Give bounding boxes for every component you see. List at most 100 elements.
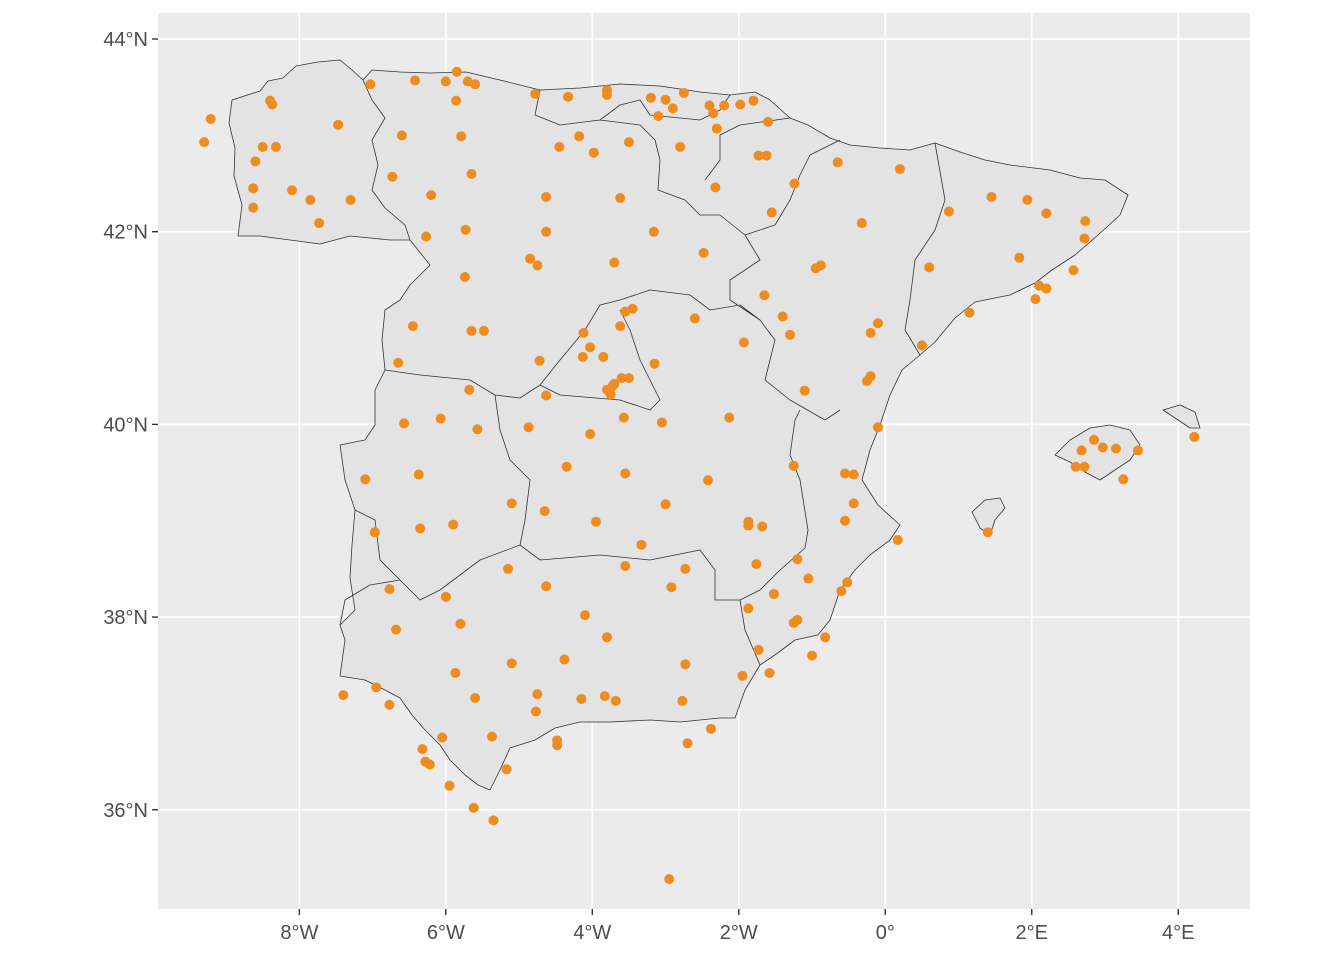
station-point-66	[1068, 265, 1079, 276]
station-point-144	[839, 515, 850, 526]
station-point-116	[724, 412, 735, 423]
station-point-201	[1132, 445, 1143, 456]
station-point-70	[964, 307, 975, 318]
station-point-113	[609, 378, 620, 389]
station-point-8	[270, 141, 281, 152]
station-point-190	[417, 744, 428, 755]
station-point-163	[440, 591, 451, 602]
station-point-57	[894, 164, 905, 175]
station-point-160	[503, 563, 514, 574]
station-point-55	[789, 178, 800, 189]
station-point-106	[577, 351, 588, 362]
station-point-83	[872, 422, 883, 433]
station-point-132	[660, 499, 671, 510]
station-point-69	[1030, 294, 1041, 305]
y-tick-label-4: 44°N	[103, 29, 148, 51]
station-point-134	[636, 539, 647, 550]
station-point-104	[464, 384, 475, 395]
station-point-202	[1079, 461, 1090, 472]
station-point-206	[982, 527, 993, 538]
station-point-188	[501, 764, 512, 775]
station-point-126	[448, 519, 459, 530]
station-point-27	[667, 103, 678, 114]
x-tick-label-5: 2°E	[1016, 922, 1048, 944]
station-point-0	[199, 137, 210, 148]
station-point-156	[753, 644, 764, 655]
station-point-32	[719, 100, 730, 111]
x-tick-label-2: 4°W	[573, 922, 611, 944]
land-regions	[228, 59, 1201, 791]
station-point-102	[466, 325, 477, 336]
station-point-4	[248, 202, 259, 213]
station-point-164	[455, 618, 466, 629]
station-point-5	[257, 141, 268, 152]
station-point-139	[757, 521, 768, 532]
station-point-73	[810, 263, 821, 274]
station-point-162	[384, 584, 395, 595]
station-point-10	[365, 79, 376, 90]
station-point-151	[807, 650, 818, 661]
station-point-172	[450, 667, 461, 678]
station-point-124	[369, 527, 380, 538]
station-point-99	[738, 337, 749, 348]
station-point-118	[435, 413, 446, 424]
station-point-121	[585, 429, 596, 440]
station-point-165	[391, 624, 402, 635]
station-point-133	[590, 516, 601, 527]
station-point-94	[578, 327, 589, 338]
station-point-74	[872, 318, 883, 329]
station-point-177	[532, 689, 543, 700]
station-point-59	[943, 206, 954, 217]
station-point-111	[616, 373, 627, 384]
station-point-195	[488, 815, 499, 826]
station-point-197	[1076, 445, 1087, 456]
station-point-44	[710, 182, 721, 193]
station-point-136	[620, 561, 631, 572]
station-point-14	[314, 218, 325, 229]
station-point-127	[506, 498, 517, 509]
station-point-145	[892, 535, 903, 546]
station-point-199	[1097, 442, 1108, 453]
station-point-155	[743, 603, 754, 614]
station-point-205	[1189, 431, 1200, 442]
station-point-26	[660, 94, 671, 105]
station-point-58	[856, 218, 867, 229]
station-point-42	[753, 150, 764, 161]
y-tick-label-1: 38°N	[103, 607, 148, 629]
station-point-29	[653, 111, 664, 122]
station-point-62	[1041, 208, 1052, 219]
station-point-76	[916, 340, 927, 351]
station-point-86	[459, 271, 470, 282]
station-point-101	[393, 357, 404, 368]
station-point-150	[820, 632, 831, 643]
station-point-81	[785, 329, 796, 340]
station-point-63	[1080, 216, 1091, 227]
station-point-196	[664, 874, 675, 885]
region-menorca	[1162, 404, 1201, 429]
station-point-49	[466, 168, 477, 179]
station-point-107	[598, 351, 609, 362]
station-point-179	[576, 693, 587, 704]
station-point-189	[437, 732, 448, 743]
station-point-203	[1070, 461, 1081, 472]
station-point-12	[305, 194, 316, 205]
station-point-115	[656, 417, 667, 428]
station-point-47	[387, 171, 398, 182]
station-point-182	[677, 695, 688, 706]
station-point-140	[788, 460, 799, 471]
station-point-200	[1110, 443, 1121, 454]
station-point-170	[680, 659, 691, 670]
station-point-97	[649, 358, 660, 369]
station-point-114	[618, 412, 629, 423]
station-point-129	[561, 461, 572, 472]
station-point-52	[648, 226, 659, 237]
station-point-38	[554, 141, 565, 152]
y-tick-label-3: 42°N	[103, 222, 148, 244]
station-point-174	[371, 682, 382, 693]
station-point-96	[534, 355, 545, 366]
station-point-85	[460, 224, 471, 235]
station-point-171	[666, 582, 677, 593]
station-point-167	[601, 632, 612, 643]
station-point-71	[924, 262, 935, 273]
station-point-117	[399, 418, 410, 429]
